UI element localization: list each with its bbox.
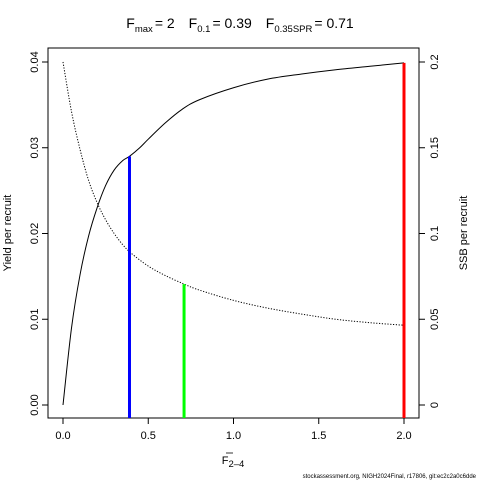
x-tick-label: 1.0: [226, 430, 241, 442]
y-right-tick-label: 0.1: [429, 226, 441, 241]
footer-text: stockassessment.org, NIGH2024Final, r178…: [303, 474, 477, 480]
chart-title: Fmax = 2 F0.1 = 0.39 F0.35SPR = 0.71: [126, 15, 354, 35]
y-left-tick-label: 0.01: [29, 309, 41, 330]
y-left-tick-label: 0.03: [29, 137, 41, 158]
plot-frame: [47, 47, 420, 419]
title-fspr-sub: 0.35SPR: [274, 24, 312, 35]
y-right-tick-label: 0.15: [429, 137, 441, 158]
title-f01-value: = 0.39: [212, 15, 252, 31]
title-fmax-label: F: [126, 15, 135, 31]
x-axis-title: F2–4: [222, 455, 245, 470]
title-fmax-sub: max: [135, 24, 153, 35]
yield-per-recruit-line: [62, 62, 405, 406]
x-tick-label: 0.0: [55, 430, 70, 442]
y-left-tick-label: 0.00: [29, 394, 41, 415]
x-tick-label: 2.0: [396, 430, 411, 442]
y-right-tick-label: 0: [429, 402, 441, 408]
series-layer: [62, 61, 405, 406]
ssb-per-recruit-line: [62, 61, 405, 326]
title-f01-sub: 0.1: [197, 24, 210, 35]
x-tick-label: 0.5: [141, 430, 156, 442]
title-f01-label: F: [189, 15, 198, 31]
x-axis-title-sub: 2–4: [228, 459, 244, 470]
y-right-tick-label: 0.2: [429, 54, 441, 69]
x-axis-title-main: F: [222, 455, 229, 467]
y-axis-right: 0 0.05 0.1 0.15 0.2: [418, 54, 441, 408]
y-left-tick-label: 0.04: [29, 51, 41, 72]
y-axis-left-title: Yield per recruit: [2, 195, 14, 272]
title-fspr-value: = 0.71: [314, 15, 354, 31]
y-right-tick-label: 0.05: [429, 309, 441, 330]
y-left-tick-label: 0.02: [29, 223, 41, 244]
reference-lines: [127, 62, 406, 418]
x-axis: 0.0 0.5 1.0 1.5 2.0: [55, 417, 412, 442]
title-fmax-value: = 2: [155, 15, 175, 31]
x-tick-label: 1.5: [311, 430, 326, 442]
y-axis-right-title: SSB per recruit: [458, 196, 470, 271]
y-axis-left: 0.00 0.01 0.02 0.03 0.04: [29, 51, 49, 416]
title-fspr-label: F: [266, 15, 275, 31]
